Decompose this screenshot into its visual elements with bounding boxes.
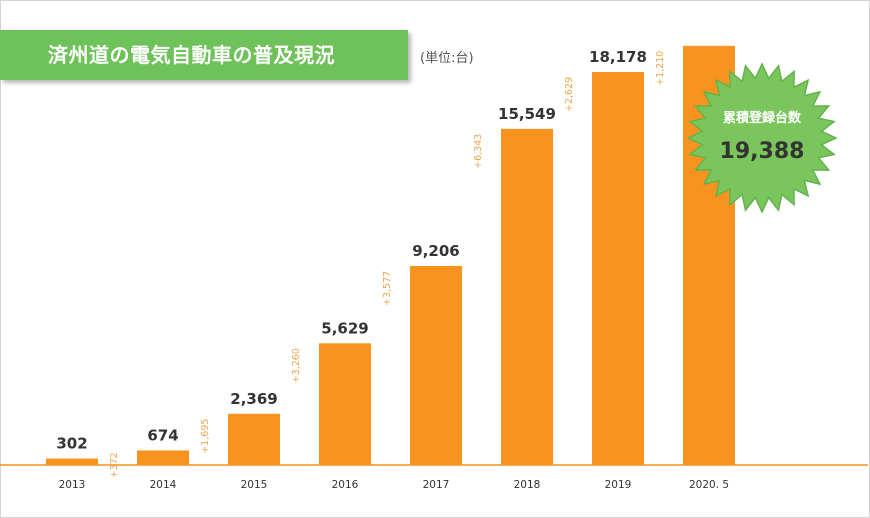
x-tick-label: 2016	[332, 479, 359, 491]
badge-starburst	[686, 62, 838, 214]
bar-2017	[410, 265, 462, 465]
x-tick-label: 2015	[241, 479, 268, 491]
value-label: 18,178	[589, 48, 647, 66]
title-banner: 済州道の電気自動車の普及現況	[0, 30, 408, 80]
x-tick-label: 2013	[59, 479, 86, 491]
chart-title: 済州道の電気自動車の普及現況	[48, 43, 335, 67]
x-tick-label: 2019	[605, 479, 632, 491]
value-label: 15,549	[498, 105, 556, 123]
increment-label: +3,260	[291, 348, 302, 383]
increment-label: +2,629	[564, 77, 575, 112]
x-tick-label: 2014	[150, 479, 177, 491]
bar-2015	[228, 413, 280, 465]
value-label: 302	[56, 434, 87, 452]
value-label: 2,369	[230, 390, 277, 408]
bars-layer	[46, 45, 735, 466]
bar-2016	[319, 343, 371, 465]
increment-label: +1,210	[655, 51, 666, 86]
unit-label: (単位:台)	[420, 51, 474, 66]
bar-2018	[501, 128, 553, 465]
labels-layer: 2013 302 2014 674 2015 2,369 2016 5,629 2017 9,20…	[56, 48, 729, 491]
badge-title: 累積登録台数	[723, 110, 802, 126]
value-label: 674	[147, 426, 178, 444]
increment-label: +1,695	[200, 419, 211, 454]
bar-2014	[137, 450, 189, 465]
bar-2013	[46, 458, 98, 465]
total-badge: 累積登録台数 19,388	[686, 62, 838, 214]
increment-label: +3,577	[382, 271, 393, 306]
x-tick-label: 2017	[423, 479, 450, 491]
badge-value: 19,388	[720, 139, 805, 164]
increment-label: +6,343	[473, 134, 484, 169]
x-tick-label: 2018	[514, 479, 541, 491]
value-label: 9,206	[412, 242, 459, 260]
x-tick-label: 2020. 5	[689, 479, 729, 491]
increment-label: +372	[109, 452, 120, 478]
value-label: 5,629	[321, 319, 368, 337]
bar-2019	[592, 72, 644, 466]
